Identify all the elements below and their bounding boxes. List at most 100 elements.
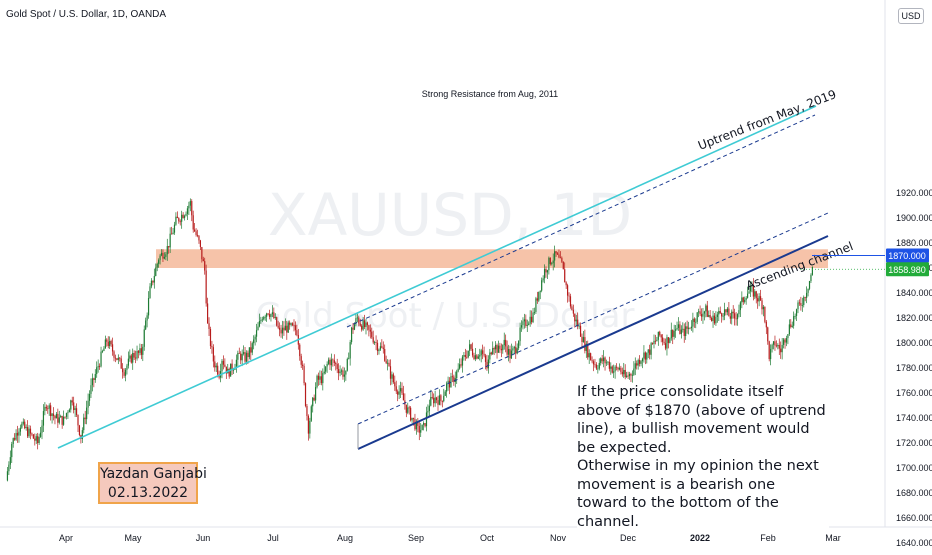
- candle-body: [512, 348, 514, 351]
- candle-body: [107, 341, 109, 347]
- candle-body: [590, 353, 592, 361]
- candle-body: [349, 342, 351, 359]
- candle-body: [615, 366, 618, 368]
- candle-body: [160, 252, 163, 256]
- candle-body: [726, 308, 729, 313]
- candle-body: [241, 353, 243, 361]
- candle-body: [751, 285, 753, 287]
- candle-body: [639, 360, 641, 364]
- candle-body: [777, 345, 779, 347]
- candle-body: [6, 471, 9, 481]
- candles: [6, 198, 813, 482]
- candle-body: [261, 319, 263, 321]
- candle-body: [52, 413, 55, 416]
- candle-body: [587, 343, 589, 358]
- candle-body: [438, 395, 441, 405]
- candle-body: [532, 312, 534, 323]
- candle-body: [515, 347, 517, 354]
- candle-body: [302, 364, 304, 366]
- candle-body: [48, 405, 50, 409]
- candle-body: [526, 324, 528, 326]
- candle-body: [518, 341, 520, 349]
- candle-body: [628, 373, 631, 377]
- candle-body: [183, 215, 186, 219]
- author-name: Yazdan Ganjabi: [100, 466, 207, 482]
- candle-body: [604, 357, 606, 364]
- candle-body: [78, 425, 81, 435]
- candle-body: [162, 252, 164, 259]
- candle-body: [415, 421, 417, 430]
- currency-badge[interactable]: USD: [898, 8, 924, 24]
- candle-body: [469, 344, 471, 351]
- candle-body: [391, 374, 393, 379]
- candle-body: [492, 348, 494, 355]
- candle-body: [808, 281, 811, 289]
- candle-body: [757, 298, 759, 302]
- candle-body: [647, 349, 649, 353]
- candle-body: [279, 327, 281, 330]
- candle-body: [607, 361, 609, 363]
- candle-body: [536, 298, 538, 301]
- candle-body: [207, 303, 209, 324]
- candle-body: [410, 407, 412, 421]
- candle-body: [73, 402, 75, 410]
- candle-body: [335, 362, 337, 365]
- uptrend-line: [57, 105, 817, 449]
- candle-body: [60, 415, 62, 418]
- candle-body: [446, 383, 448, 392]
- candle-body: [633, 368, 635, 375]
- y-tick-label: 1680.000: [896, 488, 932, 498]
- candle-body: [660, 335, 662, 338]
- candle-body: [495, 344, 497, 350]
- candle-body: [81, 430, 83, 439]
- candle-body: [374, 342, 376, 343]
- candle-body: [479, 355, 481, 357]
- candle-body: [702, 313, 704, 317]
- candle-body: [149, 286, 151, 299]
- candle-body: [509, 349, 511, 359]
- candle-body: [171, 233, 173, 235]
- candle-body: [179, 221, 181, 223]
- level-tag-text: 1870.000: [888, 251, 926, 261]
- candle-body: [152, 280, 154, 283]
- candle-body: [520, 325, 523, 328]
- candle-body: [379, 346, 381, 350]
- candle-body: [721, 313, 723, 317]
- candle-body: [178, 218, 180, 222]
- candle-body: [650, 343, 652, 355]
- candle-body: [175, 216, 177, 225]
- candle-body: [42, 411, 45, 426]
- candle-body: [136, 350, 138, 359]
- candle-body: [640, 361, 642, 364]
- candle-body: [120, 358, 122, 369]
- candle-body: [712, 315, 714, 322]
- candle-body: [145, 320, 147, 330]
- candle-body: [729, 316, 731, 319]
- candle-body: [497, 345, 500, 353]
- x-tick-label: Feb: [760, 533, 776, 543]
- candle-body: [217, 365, 219, 375]
- candle-body: [784, 339, 786, 343]
- candle-body: [283, 327, 285, 331]
- x-tick-label: Nov: [550, 533, 567, 543]
- candle-body: [555, 251, 557, 254]
- candle-body: [679, 324, 681, 334]
- candle-body: [50, 405, 52, 417]
- candle-body: [199, 240, 201, 247]
- candle-body: [723, 309, 726, 316]
- candle-body: [591, 360, 593, 362]
- x-tick-label: Mar: [825, 533, 841, 543]
- candle-body: [775, 345, 777, 347]
- candle-body: [385, 360, 387, 364]
- candle-body: [682, 328, 684, 330]
- candle-body: [666, 337, 668, 349]
- candle-body: [745, 297, 747, 300]
- candle-body: [771, 344, 773, 350]
- candle-body: [363, 320, 366, 328]
- resistance-zone: [156, 249, 828, 268]
- candle-body: [470, 344, 472, 349]
- candle-body: [129, 355, 131, 359]
- candle-body: [408, 407, 410, 409]
- candle-body: [173, 224, 176, 233]
